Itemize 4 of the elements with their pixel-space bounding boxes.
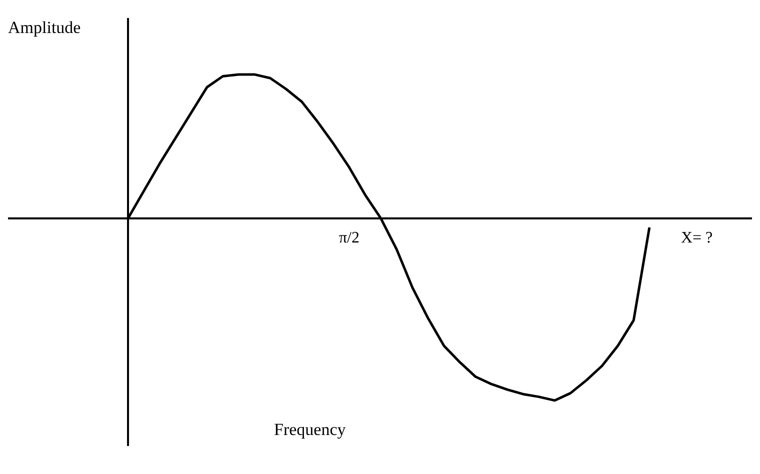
y-axis-title: Amplitude <box>8 18 81 38</box>
x-tick-label: X= ? <box>680 229 713 246</box>
x-axis-title: Frequency <box>274 420 346 440</box>
x-tick-label: π/2 <box>338 229 360 246</box>
